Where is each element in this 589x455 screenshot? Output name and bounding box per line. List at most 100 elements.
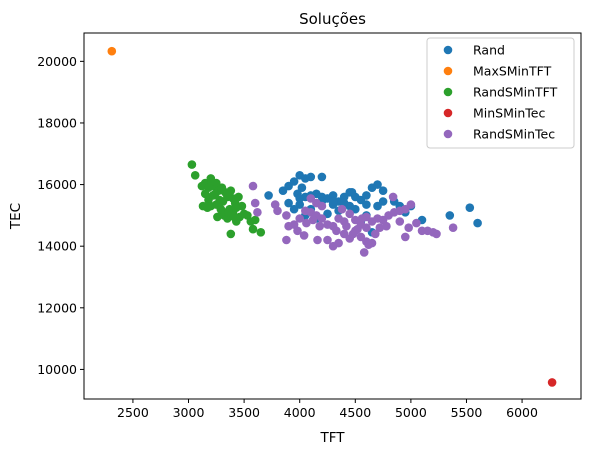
x-tick-label: 6000 bbox=[506, 405, 538, 420]
data-point-rand bbox=[317, 172, 327, 182]
data-point-randsmintec bbox=[284, 221, 293, 231]
data-point-rand bbox=[284, 198, 293, 208]
legend-label-randsmintec: RandSMinTec bbox=[473, 127, 555, 142]
y-tick-label: 18000 bbox=[37, 115, 77, 130]
y-tick-label: 16000 bbox=[37, 177, 77, 192]
data-point-randsmintec bbox=[282, 235, 291, 245]
data-point-rand bbox=[297, 183, 307, 192]
data-point-randsmintft bbox=[232, 203, 241, 212]
axes-frame bbox=[83, 32, 582, 400]
data-point-randsmintec bbox=[315, 221, 325, 231]
plot-points bbox=[107, 46, 557, 387]
legend-marker-rand bbox=[443, 45, 453, 55]
data-point-randsmintec bbox=[313, 235, 322, 245]
data-point-randsmintec bbox=[323, 235, 332, 245]
data-point-randsmintec bbox=[293, 226, 302, 236]
x-axis: 2500 3000 3500 4000 4500 5000 5500 6000 bbox=[117, 399, 538, 420]
legend-label-randsmintft: RandSMinTFT bbox=[473, 85, 558, 100]
legend-marker-minsmintec bbox=[443, 108, 453, 118]
data-point-randsmintec bbox=[367, 238, 377, 248]
data-point-randsmintec bbox=[359, 248, 369, 257]
data-point-randsmintec bbox=[337, 204, 347, 214]
data-point-randsmintec bbox=[250, 198, 260, 208]
y-axis: 10000 12000 14000 16000 18000 20000 bbox=[37, 54, 84, 377]
data-point-randsmintec bbox=[317, 214, 327, 223]
data-point-randsmintft bbox=[216, 204, 226, 214]
data-point-rand bbox=[264, 191, 273, 200]
data-point-rand bbox=[445, 211, 455, 220]
data-point-randsmintft bbox=[190, 171, 200, 180]
y-tick-label: 20000 bbox=[37, 54, 77, 69]
y-tick-label: 14000 bbox=[37, 239, 77, 254]
legend-box bbox=[426, 37, 575, 149]
series-minsmintec bbox=[547, 378, 557, 387]
data-point-randsmintec bbox=[334, 238, 343, 248]
data-point-randsmintec bbox=[371, 229, 380, 239]
data-point-randsmintec bbox=[382, 221, 391, 231]
data-point-randsmintec bbox=[448, 223, 458, 232]
data-point-randsmintec bbox=[253, 208, 262, 217]
legend: Rand MaxSMinTFT RandSMinTFT MinSMinTec RandS… bbox=[426, 37, 575, 149]
data-point-rand bbox=[473, 218, 482, 228]
x-tick-label: 5500 bbox=[451, 405, 483, 420]
data-point-randsmintec bbox=[295, 214, 305, 223]
y-axis-label: TEC bbox=[8, 203, 24, 230]
data-point-randsmintec bbox=[357, 214, 367, 223]
data-point-randsmintec bbox=[308, 215, 318, 225]
data-point-randsmintec bbox=[248, 181, 258, 191]
data-point-rand bbox=[289, 177, 299, 186]
data-point-randsmintec bbox=[299, 231, 309, 240]
legend-label-rand: Rand bbox=[473, 43, 505, 58]
data-point-randsmintft bbox=[187, 160, 197, 169]
data-point-rand bbox=[328, 191, 338, 200]
x-tick-label: 3500 bbox=[228, 405, 260, 420]
data-point-randsmintft bbox=[213, 212, 222, 222]
legend-marker-randsmintft bbox=[443, 87, 453, 97]
data-point-rand bbox=[465, 203, 475, 212]
data-point-randsmintec bbox=[345, 209, 355, 219]
data-point-randsmintft bbox=[256, 228, 266, 237]
data-point-randsmintft bbox=[248, 224, 258, 234]
data-point-randsmintec bbox=[404, 223, 414, 232]
y-tick-label: 10000 bbox=[37, 362, 77, 377]
data-point-randsmintec bbox=[401, 232, 410, 242]
series-randsmintft bbox=[187, 160, 266, 239]
x-tick-label: 2500 bbox=[117, 405, 149, 420]
data-point-maxsmintft bbox=[107, 46, 117, 56]
data-point-minsmintec bbox=[547, 378, 557, 387]
data-point-rand bbox=[347, 188, 357, 197]
data-point-rand bbox=[373, 180, 382, 189]
legend-label-minsmintec: MinSMinTec bbox=[473, 106, 545, 121]
series-randsmintec bbox=[248, 181, 458, 257]
x-tick-label: 3000 bbox=[173, 405, 205, 420]
data-point-randsmintec bbox=[317, 201, 327, 211]
data-point-rand bbox=[289, 204, 299, 214]
x-tick-label: 4500 bbox=[339, 405, 371, 420]
data-point-rand bbox=[295, 194, 305, 203]
data-point-rand bbox=[378, 197, 388, 206]
data-point-randsmintec bbox=[395, 217, 405, 226]
legend-marker-randsmintec bbox=[443, 129, 453, 139]
data-point-randsmintft bbox=[207, 177, 217, 186]
data-point-rand bbox=[328, 197, 338, 206]
data-point-randsmintft bbox=[234, 192, 243, 202]
x-tick-label: 4000 bbox=[284, 405, 316, 420]
chart-title: Soluções bbox=[299, 10, 366, 28]
data-point-randsmintft bbox=[203, 203, 212, 212]
data-point-randsmintft bbox=[210, 189, 220, 199]
data-point-randsmintft bbox=[226, 229, 236, 239]
data-point-randsmintft bbox=[220, 188, 230, 197]
data-point-rand bbox=[306, 172, 316, 182]
data-point-randsmintft bbox=[229, 212, 239, 222]
data-point-randsmintec bbox=[332, 226, 341, 236]
series-maxsmintft bbox=[107, 46, 117, 56]
data-point-randsmintec bbox=[302, 218, 311, 228]
x-axis-label: TFT bbox=[319, 430, 345, 446]
data-point-rand bbox=[345, 201, 355, 211]
data-point-randsmintec bbox=[406, 200, 416, 209]
data-point-rand bbox=[362, 200, 371, 209]
data-point-randsmintec bbox=[388, 192, 398, 202]
y-tick-label: 12000 bbox=[37, 300, 77, 315]
data-point-randsmintec bbox=[273, 206, 282, 216]
